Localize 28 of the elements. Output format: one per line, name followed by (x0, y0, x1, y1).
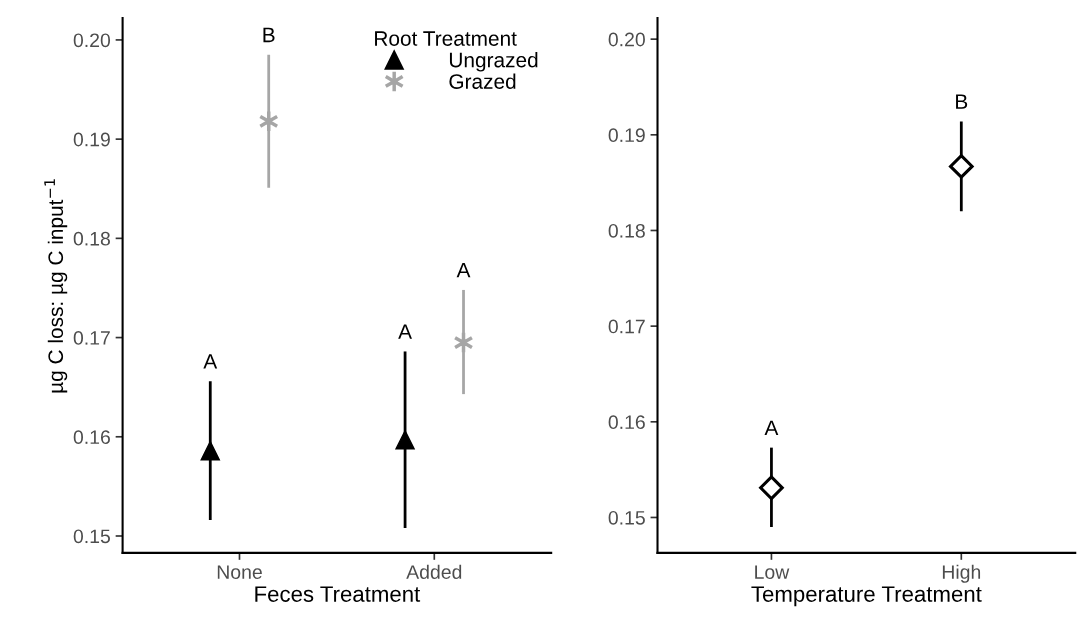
y-tick-label: 0.20 (608, 32, 645, 47)
y-axis-title: µg C loss: µg C input$^{−1}$ (44, 179, 68, 393)
y-tick-label: 0.18 (73, 231, 110, 246)
legend-label: Grazed (449, 73, 516, 89)
annotation: B (956, 94, 968, 109)
x-tick-label: Added (406, 564, 462, 579)
x-axis-title: Temperature Treatment (751, 586, 982, 607)
y-tick-label: 0.15 (73, 529, 110, 544)
y-tick-label: 0.19 (608, 128, 645, 143)
annotation: B (263, 27, 275, 43)
y-tick-label: 0.18 (608, 223, 645, 238)
y-tick-label: 0.16 (73, 430, 110, 445)
annotation: A (456, 262, 471, 278)
x-axis-title: Feces Treatment (255, 586, 421, 602)
y-tick-label: 0.15 (608, 510, 645, 525)
y-tick-label: 0.20 (73, 33, 111, 48)
y-tick-label: 0.19 (73, 132, 110, 147)
annotation: A (203, 354, 218, 369)
annotation: A (398, 324, 412, 339)
annotation: A (764, 420, 779, 435)
y-tick-label: 0.17 (608, 319, 645, 334)
y-tick-label: 0.17 (73, 331, 110, 345)
y-tick-label: 0.16 (608, 415, 645, 430)
x-tick-label: Low (755, 565, 790, 579)
x-tick-label: High (942, 564, 981, 583)
legend-label: Ungrazed (449, 52, 538, 72)
x-tick-label: None (217, 565, 262, 579)
legend-title: Root Treatment (375, 31, 517, 46)
